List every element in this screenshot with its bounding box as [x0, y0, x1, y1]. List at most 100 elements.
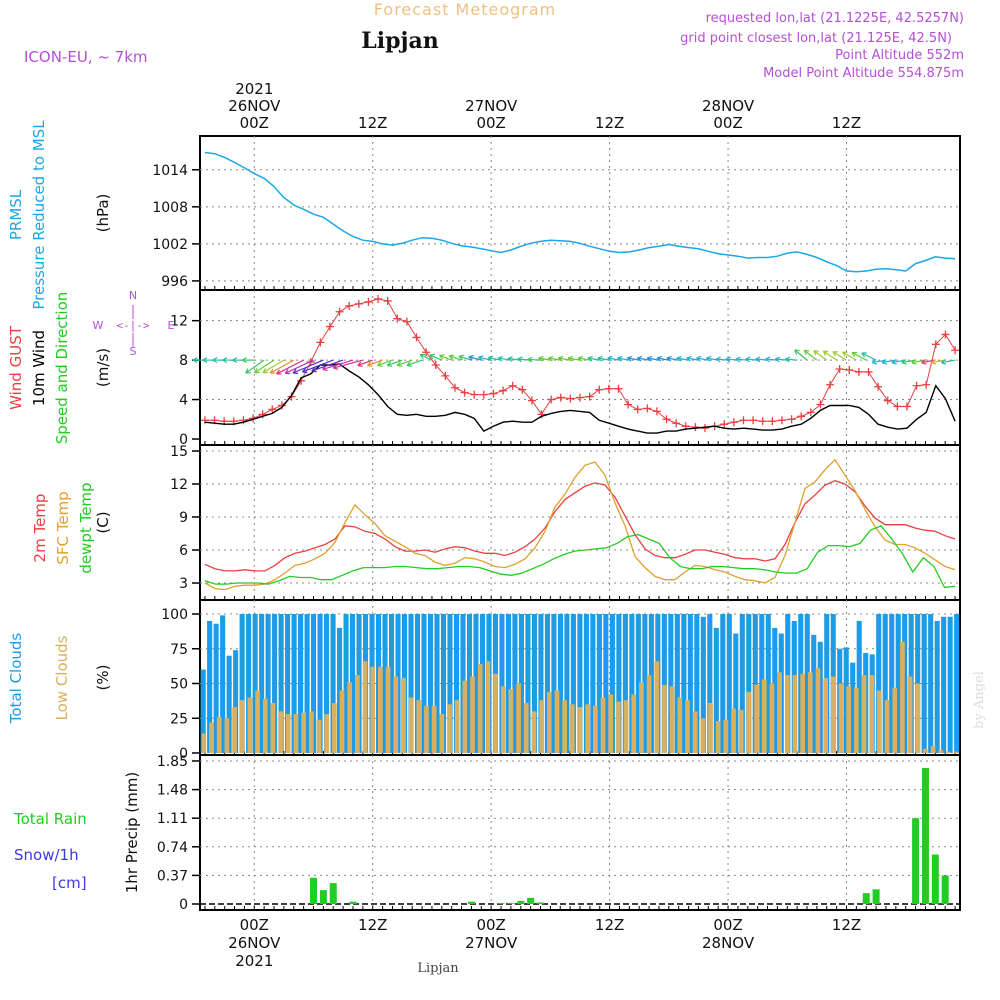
low-cloud-bar [923, 748, 928, 753]
total-cloud-bar [200, 669, 206, 753]
low-cloud-bar [216, 716, 222, 753]
low-cloud-bar [930, 746, 936, 753]
low-cloud-bar [493, 673, 498, 753]
low-cloud-bar [447, 704, 452, 753]
wind-arrow-head [813, 350, 819, 356]
gust-marker [527, 396, 536, 405]
gust-marker [614, 384, 623, 393]
wind-arrow-head [557, 355, 564, 362]
wind-arrow-head [597, 355, 603, 362]
2m-temp-label: 2m Temp [31, 494, 49, 563]
wind-arrow-head [911, 358, 917, 365]
low-cloud-bar [662, 684, 667, 753]
wind-arrow-head [832, 351, 838, 357]
wind-arrow-head [468, 354, 474, 361]
total-cloud-bar [291, 614, 297, 753]
gust-marker [720, 420, 729, 429]
wind-arrow-head [901, 358, 907, 365]
total-cloud-bar [856, 620, 862, 753]
wind-direction-arrow [254, 359, 275, 374]
low-cloud-bar [508, 689, 514, 753]
total-cloud-bar [259, 614, 265, 753]
low-cloud-bar [408, 697, 414, 753]
wind-direction-arrow [333, 359, 364, 369]
wind-direction-arrow [439, 354, 452, 361]
gust-marker [951, 346, 960, 355]
total-cloud-bar [889, 614, 895, 753]
total-cloud-bar [668, 614, 674, 753]
bottom-time-label: 12Z [832, 916, 861, 934]
total-cloud-bar [330, 614, 336, 753]
total-cloud-bar [635, 614, 641, 753]
panel-precip: 0 0.37 0.74 1.11 1.48 1.85 1hr Precip (mm) [123, 754, 961, 913]
y-tick-label: 0 [179, 432, 188, 448]
low-cloud-bar [677, 697, 683, 753]
rain-bar [349, 901, 357, 904]
rain-bar [941, 875, 949, 904]
wind-arrow-head [646, 355, 653, 362]
wind-arrow-head [774, 356, 781, 363]
pressure-msl-label: Pressure Reduced to MSL [30, 120, 48, 310]
low-cloud-bar [516, 683, 521, 753]
low-cloud-bar [884, 700, 890, 753]
y-tick-label: 75 [170, 642, 188, 658]
wind-direction-arrow [548, 357, 561, 361]
total-rain-label: Total Rain [13, 810, 87, 828]
total-cloud-bar [941, 616, 947, 753]
wind-arrow-head [567, 355, 574, 362]
low-cloud-bar [846, 686, 852, 753]
low-cloud-bar [823, 677, 828, 753]
gust-marker [806, 408, 815, 417]
gust-marker [374, 294, 383, 303]
total-cloud-bar [473, 614, 479, 753]
total-cloud-bar [772, 627, 778, 753]
total-cloud-bar [577, 614, 583, 753]
total-cloud-bar [850, 662, 856, 753]
low-cloud-bar [715, 721, 721, 753]
wind-arrow-head [822, 350, 829, 356]
low-cloud-bar [239, 700, 245, 753]
wind-direction-arrow [597, 357, 610, 361]
total-cloud-bar [609, 614, 615, 753]
low-cloud-bar [761, 679, 767, 753]
total-cloud-bar [746, 614, 752, 753]
y-tick-label: 1.11 [157, 811, 188, 827]
total-cloud-bar [512, 614, 518, 753]
wind-arrow-head [292, 368, 299, 375]
total-cloud-bar [440, 614, 447, 753]
panel-temperature: 3 6 9 12 15 (C) [94, 444, 961, 601]
low-cloud-bar [731, 708, 736, 753]
rain-bar [912, 818, 920, 904]
wind-direction-arrow [377, 359, 393, 367]
total-cloud-bar [804, 614, 810, 753]
gust-marker [200, 416, 209, 425]
total-cloud-bar [220, 615, 226, 753]
wind-direction-arrow [794, 349, 808, 361]
gust-marker [604, 384, 613, 393]
wind-direction-arrow [725, 358, 738, 361]
total-cloud-bar [882, 614, 888, 753]
wind-direction-arrow [813, 350, 828, 361]
total-cloud-bar [531, 614, 537, 753]
rain-bar [310, 877, 318, 904]
gust-marker [585, 392, 594, 401]
gust-marker [624, 400, 633, 409]
model-label: ICON-EU, ~ 7km [24, 48, 148, 66]
y-tick-label: 15 [170, 444, 188, 460]
total-cloud-bar [564, 614, 570, 753]
compass-north: N [129, 289, 137, 302]
snow-unit-label: [cm] [52, 874, 87, 892]
top-time-label: 28NOV [702, 97, 755, 115]
wind-arrow-head [202, 357, 208, 364]
wind-direction-arrow [666, 357, 679, 361]
panel-clouds: 0 25 50 75 100 (%) [94, 599, 961, 762]
total-cloud-bar [596, 614, 602, 753]
wind-arrow-head [627, 355, 633, 362]
wind-arrow-head [507, 356, 513, 362]
wind-direction-arrow [488, 357, 502, 361]
wind-arrow-head [241, 357, 247, 364]
low-cloud-bar [370, 666, 376, 753]
total-cloud-bar [739, 614, 745, 753]
low-cloud-bar [777, 672, 782, 753]
speed-direction-label: Speed and Direction [53, 292, 71, 445]
